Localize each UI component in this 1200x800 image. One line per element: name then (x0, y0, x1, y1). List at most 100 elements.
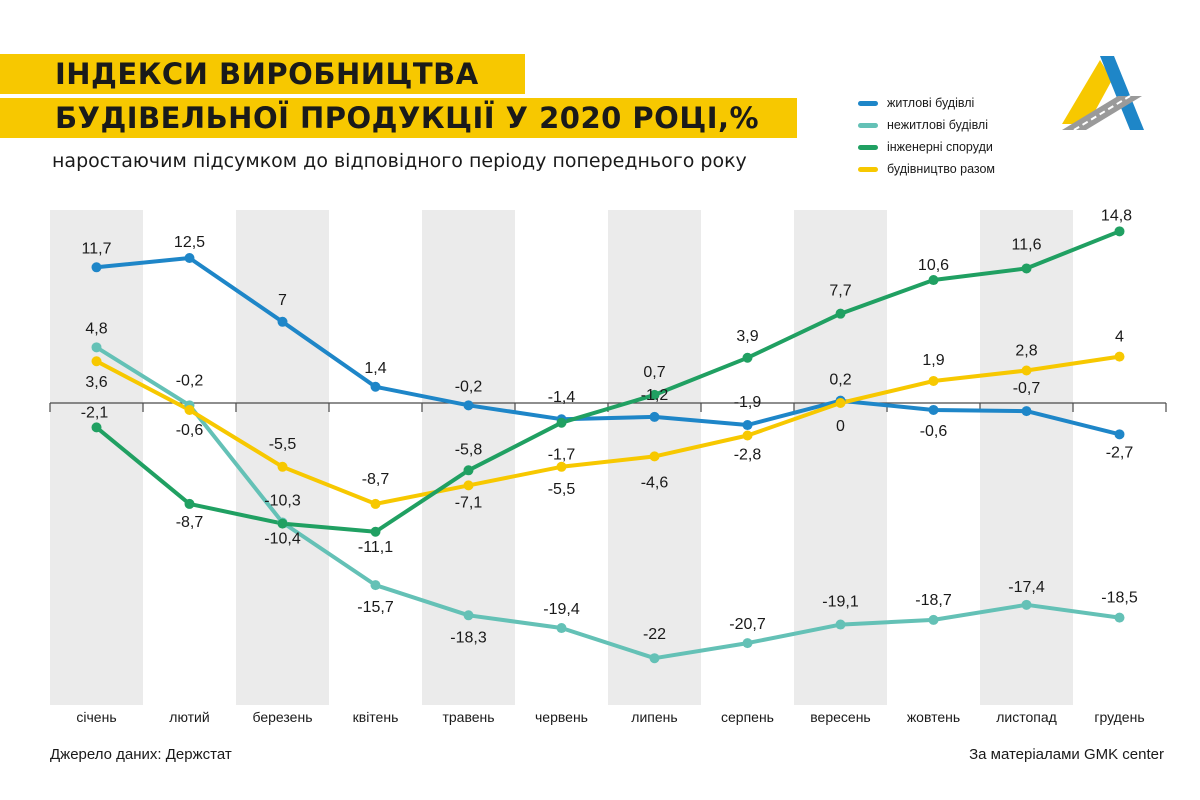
data-label-nonresidential-2: -0,2 (176, 372, 204, 389)
data-point-engineering-5 (463, 465, 474, 476)
data-point-engineering-2 (184, 498, 195, 509)
x-tick-label-11: листопад (996, 709, 1057, 725)
data-label-residential-6: -1,4 (548, 389, 576, 406)
data-label-total-11: 2,8 (1015, 343, 1037, 360)
data-label-total-2: -0,6 (176, 422, 204, 439)
data-label-nonresidential-7: -22 (643, 626, 666, 643)
column-stripe-1 (50, 210, 143, 705)
data-label-total-10: 1,9 (922, 352, 944, 369)
data-point-total-5 (463, 480, 474, 491)
data-label-residential-12: -2,7 (1106, 444, 1134, 461)
legend-label-engineering: інженерні споруди (887, 140, 993, 154)
legend-swatch-total (858, 166, 878, 172)
x-tick-label-9: вересень (810, 709, 870, 725)
data-point-residential-3 (277, 316, 288, 327)
data-point-total-3 (277, 461, 288, 472)
data-label-total-7: -4,6 (641, 474, 669, 491)
x-tick-label-2: лютий (169, 709, 209, 725)
data-point-nonresidential-6 (556, 623, 567, 634)
series-line-nonresidential (94, 345, 1122, 661)
data-label-engineering-12: 14,8 (1101, 207, 1132, 224)
data-label-total-5: -7,1 (455, 494, 483, 511)
data-label-residential-1: 11,7 (82, 240, 112, 257)
legend-item-residential: житлові будівлі (858, 92, 995, 114)
title-band-1 (0, 54, 525, 94)
data-label-total-8: -2,8 (734, 446, 762, 463)
data-point-residential-2 (184, 253, 195, 263)
data-point-engineering-7 (649, 389, 660, 400)
data-point-nonresidential-10 (928, 614, 939, 625)
data-point-engineering-6 (556, 417, 567, 428)
data-label-engineering-2: -8,7 (176, 514, 204, 531)
data-label-residential-3: 7 (278, 292, 287, 309)
data-label-engineering-3: -10,4 (264, 531, 301, 548)
data-point-nonresidential-1 (91, 342, 102, 353)
column-stripe-3 (236, 210, 329, 705)
x-tick-label-12: грудень (1094, 709, 1144, 725)
data-point-engineering-4 (370, 526, 381, 537)
data-label-engineering-4: -11,1 (358, 539, 393, 556)
data-label-nonresidential-12: -18,5 (1101, 590, 1138, 607)
data-label-engineering-1: -2,1 (81, 404, 109, 421)
data-label-residential-5: -0,2 (455, 378, 483, 395)
data-label-residential-7: -1,2 (641, 387, 669, 404)
chart-title-line-1: ІНДЕКСИ ВИРОБНИЦТВА (55, 57, 479, 91)
data-label-residential-10: -0,6 (920, 423, 948, 440)
x-tick-label-5: травень (442, 709, 494, 725)
data-point-nonresidential-8 (742, 638, 753, 649)
x-tick-label-10: жовтень (907, 709, 960, 725)
x-tick-label-1: січень (76, 709, 116, 725)
data-point-residential-5 (463, 400, 474, 411)
legend-swatch-engineering (858, 144, 878, 150)
data-point-total-4 (370, 498, 381, 509)
data-point-engineering-11 (1021, 263, 1032, 274)
data-label-engineering-11: 11,6 (1012, 236, 1042, 253)
data-point-engineering-8 (742, 352, 753, 363)
data-point-residential-7 (649, 411, 660, 422)
legend-item-engineering: інженерні споруди (858, 136, 995, 158)
gmk-center-logo-icon (1062, 56, 1144, 131)
chart-legend: житлові будівлі нежитлові будівлі інжене… (858, 92, 995, 180)
data-label-engineering-5: -5,8 (455, 441, 483, 458)
data-label-total-3: -5,5 (269, 436, 297, 453)
legend-item-total: будівництво разом (858, 158, 995, 180)
x-tick-label-7: липень (631, 709, 677, 725)
data-label-nonresidential-3: -10,3 (264, 492, 301, 509)
x-tick-label-4: квітень (353, 709, 399, 725)
data-point-nonresidential-4 (370, 580, 381, 591)
data-point-engineering-9 (835, 308, 846, 319)
data-point-total-2 (184, 404, 195, 415)
data-point-engineering-12 (1114, 226, 1125, 237)
data-label-total-12: 4 (1115, 329, 1124, 346)
data-label-total-9: 0 (836, 418, 845, 435)
data-point-engineering-1 (91, 422, 102, 433)
data-point-residential-8 (742, 420, 753, 431)
data-point-nonresidential-12 (1114, 612, 1125, 623)
column-stripe-5 (422, 210, 515, 705)
data-label-nonresidential-4: -15,7 (357, 599, 394, 616)
data-label-engineering-8: 3,9 (736, 328, 758, 345)
title-band-2 (0, 98, 797, 138)
data-label-nonresidential-6: -19,4 (543, 601, 580, 618)
series-line-engineering (94, 229, 1122, 534)
data-point-total-7 (649, 451, 660, 462)
data-point-residential-10 (928, 404, 939, 415)
legend-label-residential: житлові будівлі (887, 96, 975, 110)
data-label-engineering-10: 10,6 (918, 257, 949, 274)
data-label-nonresidential-9: -19,1 (822, 594, 859, 611)
data-point-total-10 (928, 375, 939, 386)
data-label-residential-9: 0,2 (829, 372, 851, 389)
data-label-total-1: 3,6 (85, 374, 107, 391)
data-label-engineering-7: 0,7 (643, 364, 665, 381)
data-point-total-11 (1021, 365, 1032, 376)
data-point-nonresidential-9 (835, 619, 846, 630)
data-point-residential-4 (370, 381, 381, 392)
data-point-total-9 (835, 398, 846, 408)
column-stripe-11 (980, 210, 1073, 705)
data-point-nonresidential-5 (463, 610, 474, 621)
x-tick-label-8: серпень (721, 709, 774, 725)
legend-swatch-nonresidential (858, 122, 878, 128)
data-label-nonresidential-10: -18,7 (915, 592, 952, 609)
data-label-engineering-9: 7,7 (829, 283, 851, 300)
